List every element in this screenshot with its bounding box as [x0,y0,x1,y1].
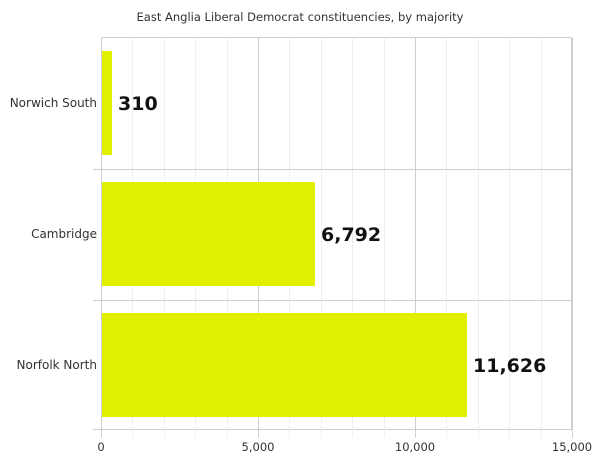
major-gridline [415,38,416,438]
x-tick-label: 5,000 [241,440,275,454]
major-gridline [572,38,573,438]
category-label: Norfolk North [16,358,97,372]
minor-gridline [478,38,479,438]
category-divider [93,300,571,301]
minor-gridline [321,38,322,438]
category-label: Norwich South [9,96,97,110]
x-tick-label: 0 [97,440,105,454]
bar-value-label: 6,792 [321,224,382,246]
x-axis-line [93,429,571,430]
x-tick-label: 15,000 [551,440,593,454]
category-divider [93,169,571,170]
minor-gridline [509,38,510,438]
y-axis-line [101,38,102,438]
bar-value-label: 11,626 [473,355,547,377]
minor-gridline [352,38,353,438]
minor-gridline [541,38,542,438]
x-tick-label: 10,000 [394,440,436,454]
bar [102,51,112,155]
bar-value-label: 310 [118,93,158,115]
bar [102,182,315,286]
plot-area: 310 6,792 11,626 [93,37,573,438]
minor-gridline [446,38,447,438]
category-label: Cambridge [31,227,97,241]
chart-title: East Anglia Liberal Democrat constituenc… [136,10,464,24]
bar [102,313,467,417]
minor-gridline [384,38,385,438]
